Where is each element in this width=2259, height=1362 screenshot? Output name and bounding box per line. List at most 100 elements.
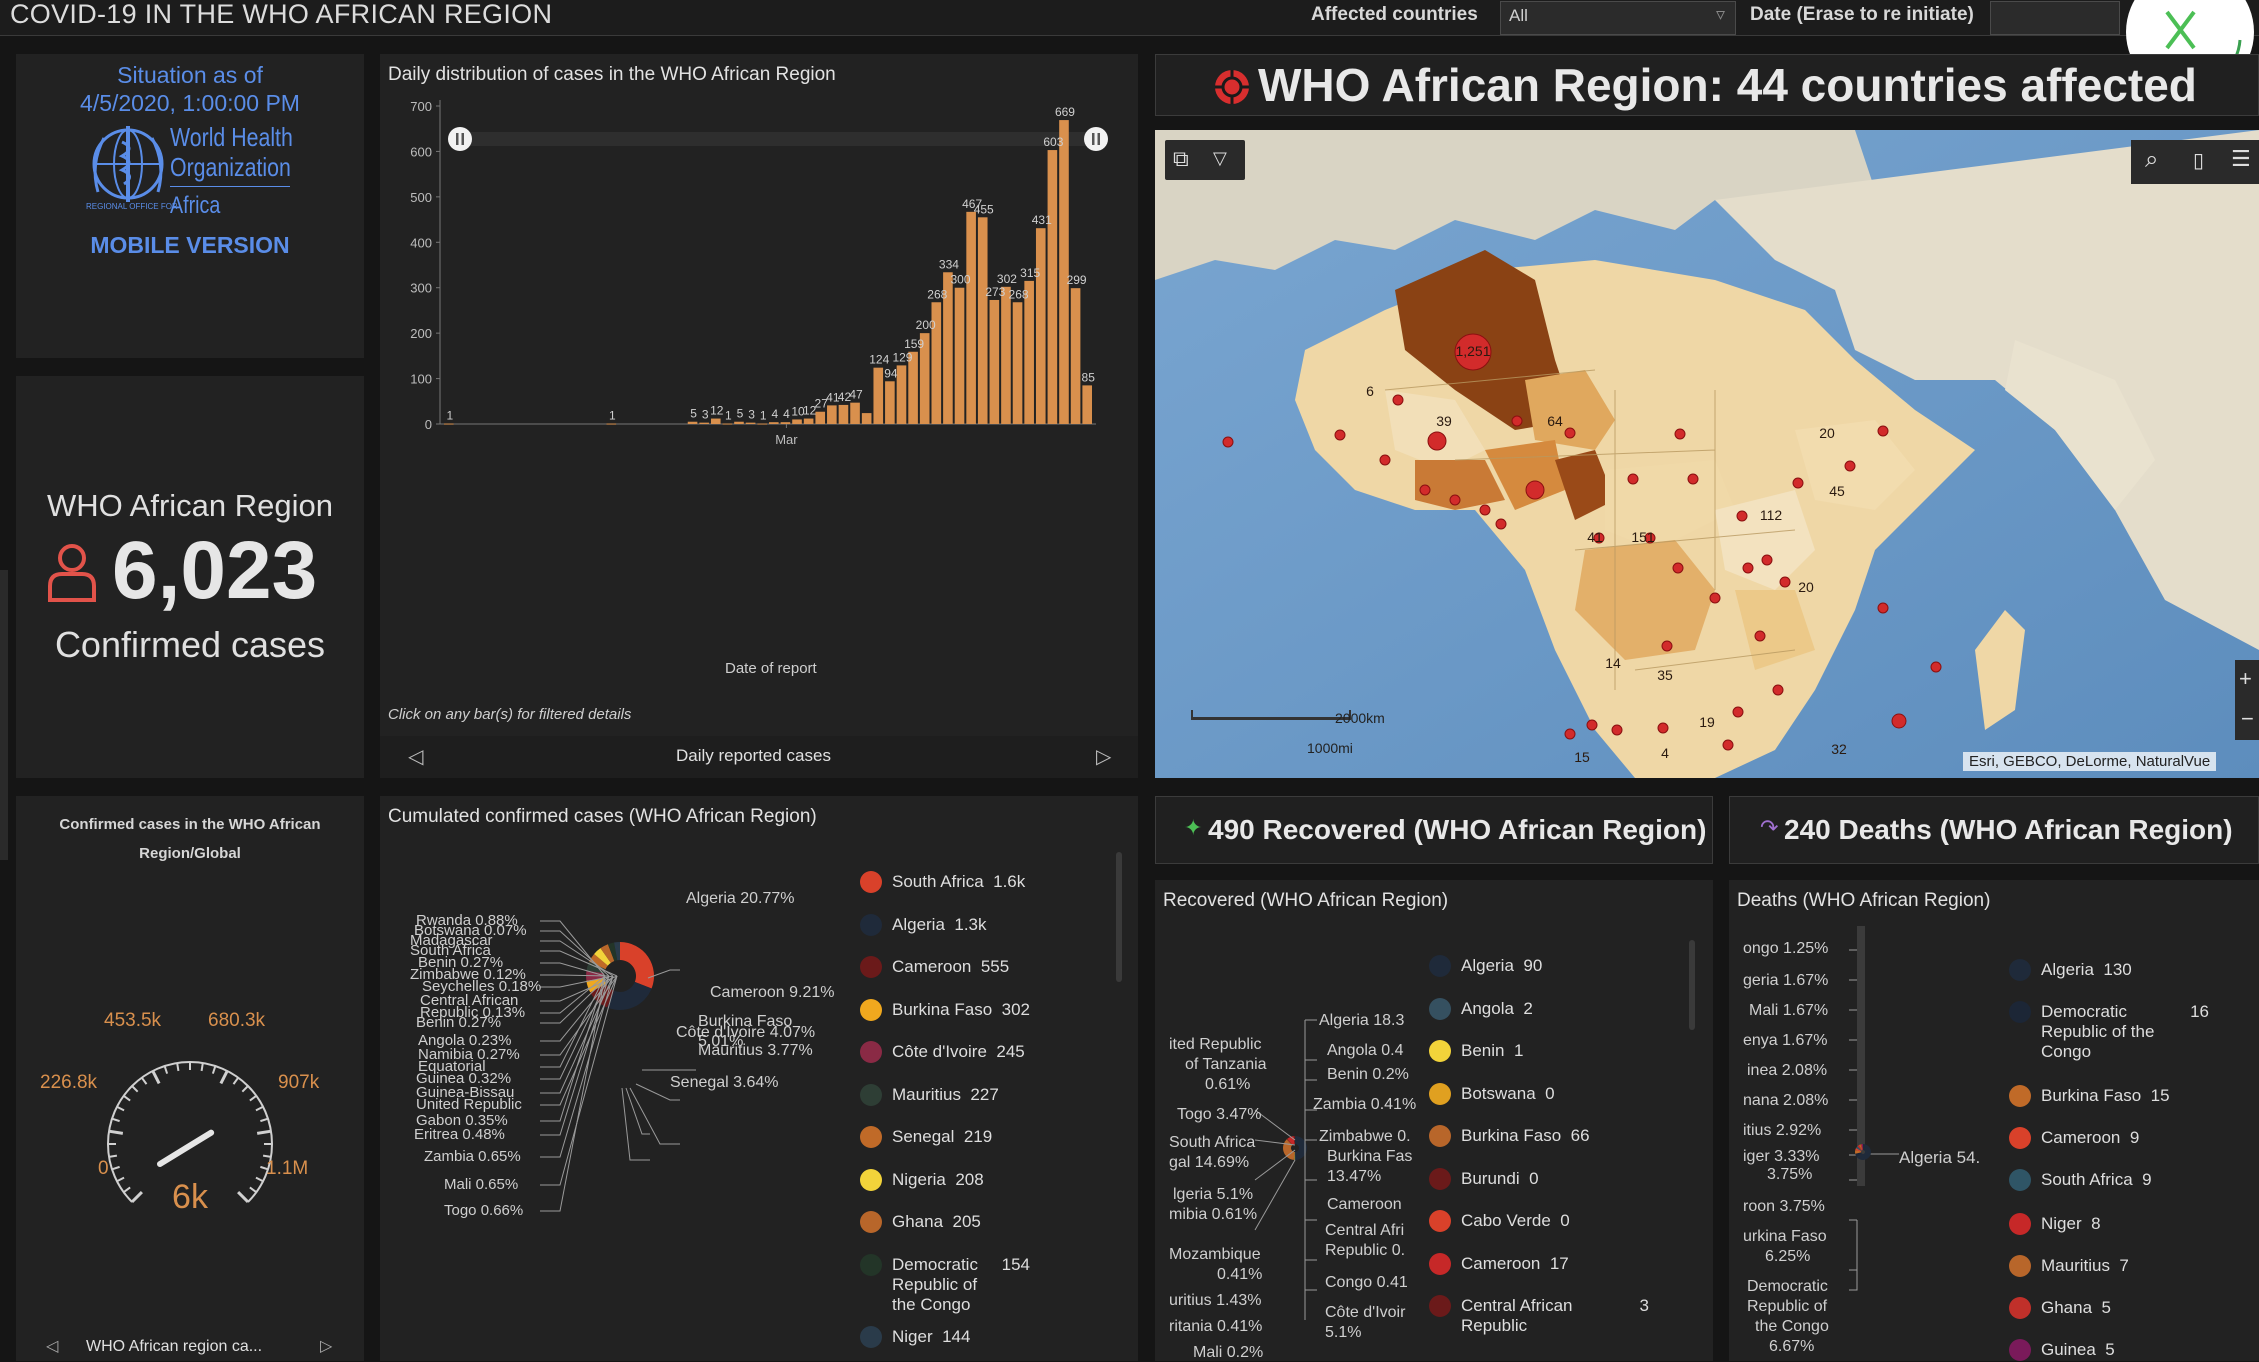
bar[interactable] (699, 422, 709, 424)
deaths-legend-item[interactable]: Ghana 5 (2009, 1297, 2111, 1319)
search-icon[interactable]: ⌕ (2145, 146, 2159, 173)
pie-slice[interactable] (590, 983, 614, 1008)
pie-slice[interactable] (1859, 1144, 1863, 1151)
pie-slice[interactable] (1286, 1139, 1293, 1146)
pie-slice[interactable] (1856, 1146, 1862, 1151)
chevron-right-icon[interactable]: ▷ (320, 1338, 333, 1355)
deaths-legend-item[interactable]: Democratic Republic of the Congo 16 (2009, 1001, 2209, 1062)
chevron-down-icon[interactable]: ▽ (1213, 148, 1227, 168)
bar[interactable] (710, 418, 721, 424)
layers-icon[interactable]: ⧉ (1173, 146, 1189, 171)
recovered-legend-item[interactable]: Burundi 0 (1429, 1167, 1539, 1190)
pie-slice[interactable] (607, 942, 618, 962)
pie-slice[interactable] (1861, 1144, 1863, 1151)
cumulated-pie-chart[interactable] (380, 796, 1138, 1361)
cumulated-legend-item[interactable]: Senegal 219 (860, 1126, 992, 1148)
slider-handle-left[interactable] (448, 127, 472, 151)
cumulated-legend-item[interactable]: Ghana 205 (860, 1211, 981, 1233)
cumulated-legend-item[interactable]: Côte d'Ivoire 245 (860, 1041, 1025, 1063)
recovered-legend-item[interactable]: Angola 2 (1429, 997, 1533, 1020)
bar[interactable] (1035, 228, 1046, 424)
bar[interactable] (861, 413, 872, 424)
bar[interactable] (606, 423, 617, 425)
deaths-legend-item[interactable]: Cameroon 9 (2009, 1127, 2139, 1149)
bar[interactable] (1070, 288, 1081, 424)
pie-slice[interactable] (1855, 1150, 1862, 1154)
bookmark-icon[interactable]: ▯ (2193, 150, 2205, 172)
zoom-in-button[interactable]: + (2239, 666, 2252, 691)
cumulated-legend-item[interactable]: Algeria 1.3k (860, 913, 987, 936)
bar[interactable] (1059, 120, 1069, 424)
slider-handle-right[interactable] (1084, 127, 1108, 151)
pie-slice[interactable] (607, 981, 652, 1010)
pie-slice[interactable] (1294, 1151, 1296, 1160)
pie-slice[interactable] (1287, 1138, 1293, 1146)
bar[interactable] (1082, 385, 1092, 424)
pie-slice[interactable] (1293, 1151, 1295, 1160)
affected-countries-select[interactable]: All ▿ (1500, 1, 1736, 35)
bar[interactable] (780, 422, 791, 424)
recovered-legend-item[interactable]: Algeria 90 (1429, 955, 1542, 977)
bar[interactable] (838, 404, 849, 424)
africa-map[interactable]: 1,251 39 6 64 20 45 112 151 41 20 14 35 15 4 19 32 ⧉ ▽ … (1155, 130, 2259, 778)
bar[interactable] (919, 333, 930, 424)
bar[interactable] (757, 423, 767, 425)
cumulated-legend-item[interactable]: South Africa 1.6k (860, 871, 1025, 893)
cumulated-legend-item[interactable]: Nigeria 208 (860, 1168, 984, 1191)
deaths-legend-item[interactable]: Mauritius 7 (2009, 1255, 2129, 1277)
pie-slice[interactable] (594, 948, 611, 966)
bar[interactable] (954, 287, 965, 424)
cumulated-legend-item[interactable]: Burkina Faso 302 (860, 998, 1030, 1021)
bar[interactable] (885, 381, 895, 424)
chevron-left-icon[interactable]: ◁ (46, 1338, 59, 1355)
pie-slice[interactable] (1283, 1139, 1295, 1160)
bar[interactable] (873, 367, 884, 424)
deaths-pie-chart[interactable] (1729, 880, 2259, 1361)
pie-slice[interactable] (589, 953, 608, 970)
pie-slice[interactable] (1857, 1145, 1862, 1151)
pie-slice[interactable] (600, 944, 615, 963)
bar[interactable] (722, 423, 733, 425)
bar[interactable] (908, 351, 918, 424)
bar[interactable] (815, 411, 826, 424)
side-collapse-handle[interactable] (0, 570, 8, 860)
bar[interactable] (827, 405, 837, 424)
zoom-out-button[interactable]: − (2241, 706, 2254, 731)
pie-slice[interactable] (1294, 1151, 1295, 1160)
pie-slice[interactable] (614, 942, 620, 961)
time-range-slider-track[interactable] (460, 132, 1096, 146)
recovered-pie-chart[interactable] (1155, 880, 1713, 1361)
cumulated-legend-item[interactable]: Niger 144 (860, 1326, 970, 1348)
pie-slice[interactable] (620, 942, 654, 989)
recovered-scrollbar[interactable] (1689, 940, 1695, 1030)
bar[interactable] (966, 211, 976, 424)
bar[interactable] (977, 217, 988, 424)
bar[interactable] (444, 423, 454, 425)
bar[interactable] (1024, 280, 1034, 424)
pie-slice[interactable] (1856, 1144, 1871, 1160)
bar[interactable] (1047, 150, 1058, 424)
cumulated-legend-item[interactable]: Democratic Republic of the Congo 154 (860, 1253, 1030, 1315)
bar[interactable] (931, 302, 942, 424)
chevron-right-icon[interactable]: ▷ (1096, 746, 1112, 768)
bar[interactable] (734, 421, 744, 424)
deaths-legend-item[interactable]: Burkina Faso 15 (2009, 1085, 2170, 1107)
recovered-legend-item[interactable]: Botswana 0 (1429, 1082, 1555, 1105)
pie-slice[interactable] (1855, 1148, 1862, 1152)
recovered-legend-item[interactable]: Cameroon 17 (1429, 1252, 1569, 1275)
bar[interactable] (850, 402, 860, 424)
date-filter-input[interactable] (1990, 1, 2120, 35)
bar[interactable] (943, 272, 953, 424)
mobile-version-link[interactable]: MOBILE VERSION (90, 232, 290, 258)
list-icon[interactable]: ☰ (2231, 146, 2251, 171)
bar[interactable] (803, 418, 814, 424)
pie-slice[interactable] (1855, 1152, 1862, 1158)
deaths-legend-item[interactable]: Guinea 5 (2009, 1339, 2115, 1361)
bar[interactable] (1001, 286, 1011, 424)
recovered-legend-item[interactable]: Benin 1 (1429, 1040, 1523, 1062)
bar[interactable] (769, 422, 779, 424)
bar[interactable] (745, 422, 756, 424)
pie-slice[interactable] (1860, 1144, 1863, 1151)
recovered-legend-item[interactable]: Cabo Verde 0 (1429, 1210, 1570, 1232)
